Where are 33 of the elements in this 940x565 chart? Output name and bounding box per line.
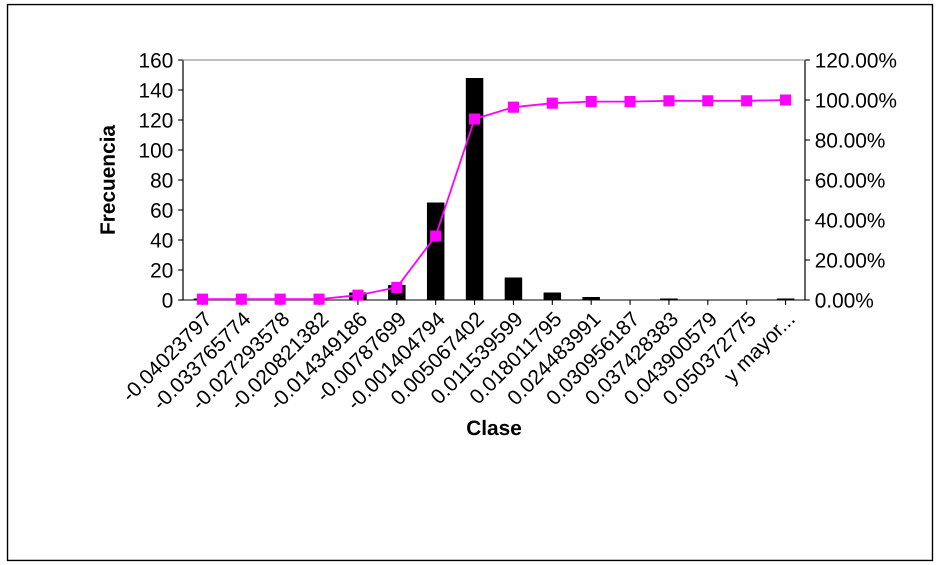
point xyxy=(586,96,597,108)
point xyxy=(702,95,714,106)
y-tick-label: 20 xyxy=(151,263,172,278)
point xyxy=(508,102,519,113)
y-tick-label: 80 xyxy=(151,173,172,188)
point xyxy=(352,290,364,301)
y2-tick-label: 120.00% xyxy=(816,53,896,68)
point xyxy=(196,294,208,305)
y-tick-label: 140 xyxy=(140,83,172,98)
point xyxy=(663,95,674,106)
x-axis-title: Clase xyxy=(467,420,522,436)
point xyxy=(469,113,480,125)
y-tick-label: 120 xyxy=(140,113,172,128)
y-tick-label: 0 xyxy=(162,293,172,308)
y2-tick-label: 80.00% xyxy=(816,133,885,148)
y-axis-title: Frecuencia xyxy=(100,124,115,234)
point xyxy=(314,294,325,305)
point xyxy=(780,94,792,106)
point xyxy=(546,98,558,109)
y2-tick-label: 40.00% xyxy=(815,213,885,228)
point xyxy=(274,294,286,305)
point xyxy=(624,96,636,108)
y2-tick-label: 100.00% xyxy=(816,93,896,108)
y-tick-label: 100 xyxy=(140,143,172,158)
y2-tick-label: 0.00% xyxy=(816,293,874,308)
point xyxy=(430,230,442,242)
y-tick-label: 60 xyxy=(151,203,172,218)
y2-tick-label: 20.00% xyxy=(816,253,885,268)
y-tick-label: 40 xyxy=(150,233,172,248)
point xyxy=(236,294,247,305)
point xyxy=(741,95,752,106)
y2-tick-label: 60.00% xyxy=(816,173,885,188)
y-tick-label: 160 xyxy=(140,53,172,68)
